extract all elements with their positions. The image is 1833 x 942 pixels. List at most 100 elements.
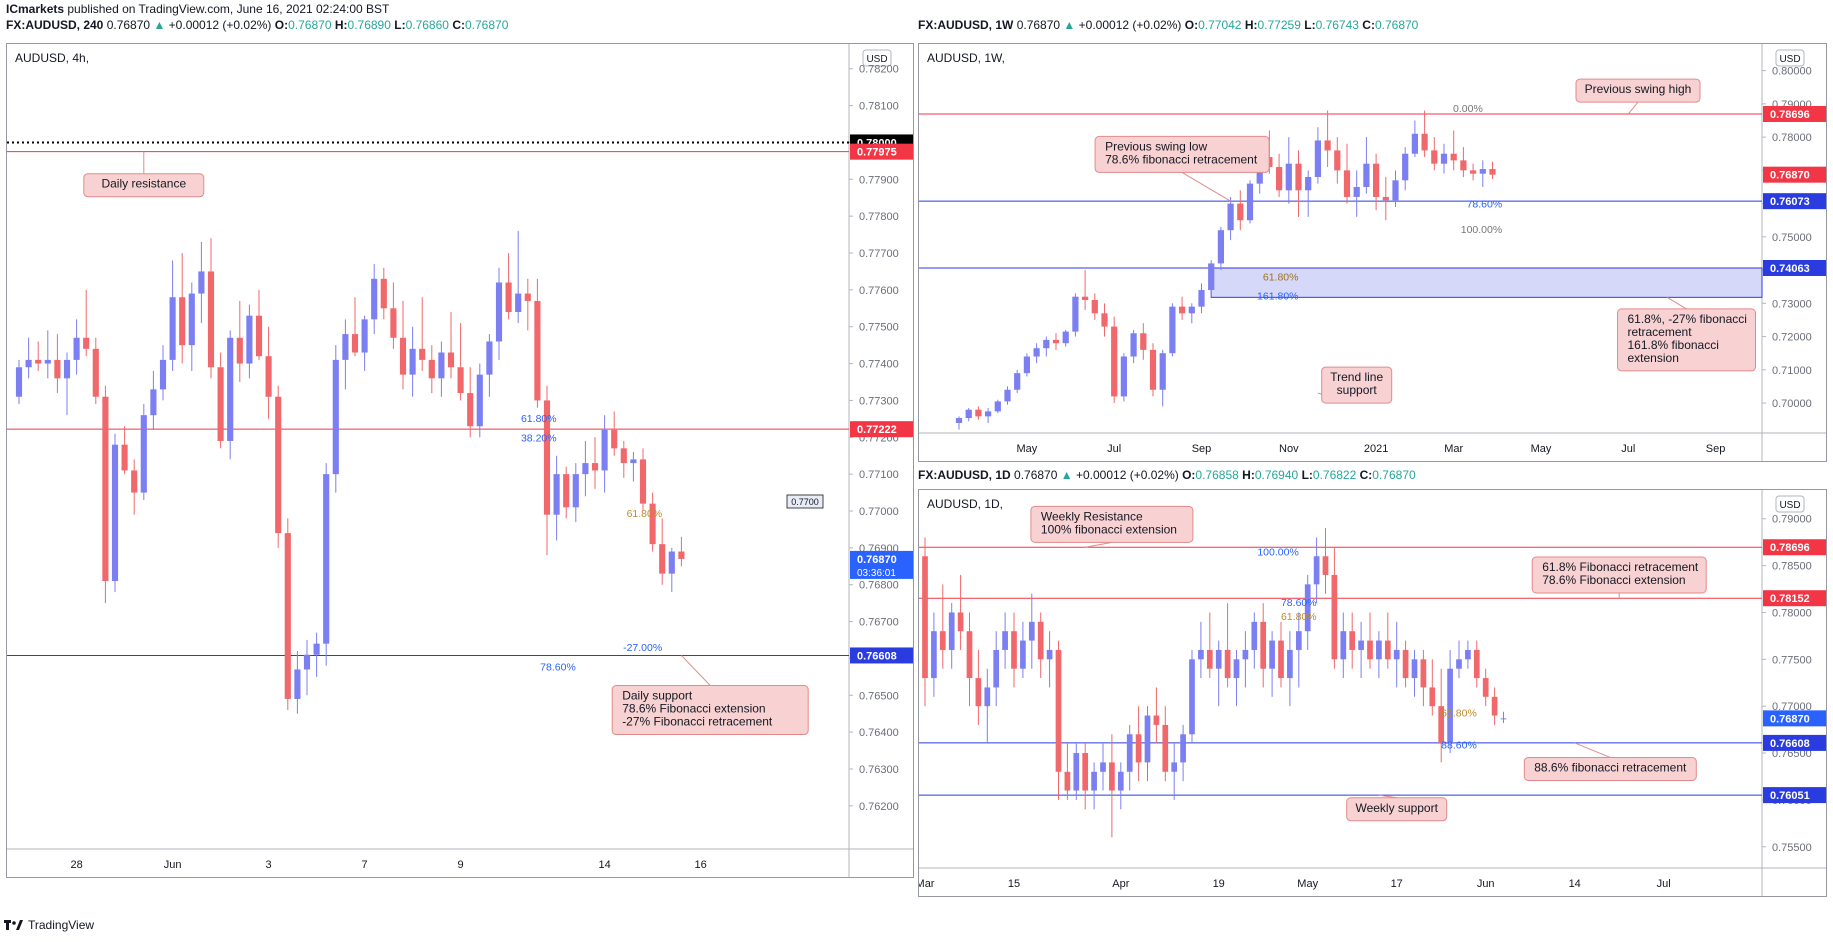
drawing-price-label: 0.7700 — [791, 497, 819, 507]
callout-pointer — [1181, 171, 1231, 202]
low-label: L: — [1301, 468, 1313, 482]
level-price-tag — [850, 421, 913, 438]
candle-body — [1322, 556, 1329, 575]
publish-header: ICmarkets published on TradingView.com, … — [6, 2, 389, 16]
callout-box — [83, 173, 205, 198]
candle-body — [1198, 290, 1205, 307]
candle-body — [102, 396, 109, 582]
x-tick-label: 28 — [70, 859, 82, 871]
chart-panel-1d[interactable]: AUDUSD, 1D, USD 0.79000 0.78500 0.78000 0.775… — [918, 489, 1827, 897]
x-tick-label: Sep — [1192, 443, 1212, 455]
candle-body — [931, 631, 937, 679]
candle-body — [35, 359, 42, 364]
candle-body — [1251, 621, 1258, 650]
candle-body — [54, 359, 61, 379]
callout-text: Previous swing low — [1105, 139, 1207, 153]
level-price-label: 0.77222 — [857, 424, 897, 436]
x-tick-label: Jun — [164, 859, 182, 871]
callout-box — [1030, 505, 1194, 543]
candle-body — [1082, 753, 1089, 791]
x-tick-label: 2021 — [1364, 443, 1388, 455]
candle-body — [1402, 649, 1409, 679]
candle-body — [1072, 296, 1079, 332]
y-tick-label: 0.76400 — [859, 727, 899, 739]
candle-body — [495, 282, 503, 342]
candle-body — [486, 341, 493, 375]
published-text: published on TradingView.com, June 16, 2… — [67, 2, 390, 16]
candle-body — [1037, 621, 1044, 660]
high-label: H: — [1242, 468, 1255, 482]
candle-body — [1020, 640, 1026, 669]
chart-svg-4h[interactable]: AUDUSD, 4h,USD0.782000.781000.780000.779… — [7, 44, 914, 878]
high-1w: 0.77259 — [1257, 18, 1301, 32]
y-tick-label: 0.77500 — [859, 322, 899, 334]
callout-text: 78.6% Fibonacci extension — [1542, 573, 1685, 587]
callout-box — [1321, 366, 1393, 404]
callout-pointer — [1666, 296, 1687, 310]
candle-body — [1456, 659, 1462, 669]
candle-body — [1149, 349, 1157, 390]
candle-body — [1482, 678, 1489, 697]
candle-body — [236, 337, 243, 364]
y-tick-label: 0.73000 — [1772, 298, 1812, 310]
callout-pointer — [681, 655, 711, 686]
symbol-line-1d: FX:AUDUSD, 1D 0.76870 ▲ +0.00012 (+0.02%… — [918, 468, 1416, 482]
candle-body — [1489, 169, 1496, 175]
candle-body — [1438, 706, 1445, 744]
y-tick-label: 0.78000 — [1772, 132, 1812, 144]
candle-body — [1331, 574, 1338, 660]
candle-body — [1340, 631, 1347, 660]
y-tick-label: 0.77100 — [859, 469, 899, 481]
chart-panel-4h[interactable]: AUDUSD, 4h,USD0.782000.781000.780000.779… — [6, 43, 914, 878]
candle-body — [1367, 640, 1373, 660]
close-1w: 0.76870 — [1374, 18, 1419, 32]
y-tick-label: 0.78500 — [1772, 561, 1812, 573]
y-tick-label: 0.76300 — [859, 764, 899, 776]
fib-level-label: 78.60% — [1467, 198, 1503, 210]
candle-body — [428, 359, 435, 379]
callout-text: Weekly support — [1355, 801, 1438, 815]
candle-body — [1064, 771, 1071, 791]
candle-body — [678, 551, 685, 559]
y-tick-label: 0.77700 — [859, 248, 899, 260]
candle-body — [1242, 649, 1249, 660]
candle-body — [1269, 640, 1275, 669]
y-tick-label: 0.79000 — [1772, 514, 1812, 526]
callout-pointer — [1627, 101, 1639, 115]
candle-body — [255, 315, 263, 357]
chart-svg-1d[interactable]: AUDUSD, 1D, USD 0.79000 0.78500 0.78000 0.775… — [919, 490, 1827, 897]
x-tick-label: Mar — [919, 878, 935, 890]
candle-body — [1421, 133, 1428, 151]
level-price-label: 0.78696 — [1770, 542, 1810, 554]
y-tick-label: 0.77800 — [859, 211, 899, 223]
chart-panel-1w[interactable]: AUDUSD, 1W,USD0.800000.790000.780000.770… — [918, 43, 1827, 462]
candle-body — [543, 400, 551, 515]
candle-body — [994, 401, 1001, 412]
candle-body — [323, 474, 330, 644]
currency-label: USD — [866, 54, 887, 65]
x-tick-label: Mar — [1444, 443, 1463, 455]
candle-body — [1227, 203, 1234, 231]
publisher-name[interactable]: ICmarkets — [6, 2, 65, 16]
candle-body — [1091, 300, 1098, 314]
candle-body — [467, 393, 474, 427]
y-tick-label: 0.78000 — [1772, 607, 1812, 619]
candle-body — [419, 348, 426, 360]
y-tick-label: 0.77900 — [859, 174, 899, 186]
level-price-tag — [1763, 590, 1826, 607]
candle-body — [1144, 715, 1151, 763]
level-price-tag — [850, 143, 913, 160]
tradingview-footer[interactable]: TradingView — [4, 918, 94, 932]
level-price-label: 0.77975 — [857, 147, 897, 159]
chart-title: AUDUSD, 4h, — [15, 51, 89, 65]
level-price-label: 0.76608 — [1770, 738, 1810, 750]
candle-body — [1130, 333, 1137, 357]
candle-body — [1233, 659, 1240, 679]
candle-body — [73, 337, 80, 360]
close-4h: 0.76870 — [464, 18, 509, 32]
chart-svg-1w[interactable]: AUDUSD, 1W,USD0.800000.790000.780000.770… — [919, 44, 1827, 462]
callout-pointer — [1085, 541, 1112, 548]
candle-body — [63, 359, 71, 379]
y-tick-label: 0.71000 — [1772, 365, 1812, 377]
level-price-tag — [1763, 259, 1826, 276]
